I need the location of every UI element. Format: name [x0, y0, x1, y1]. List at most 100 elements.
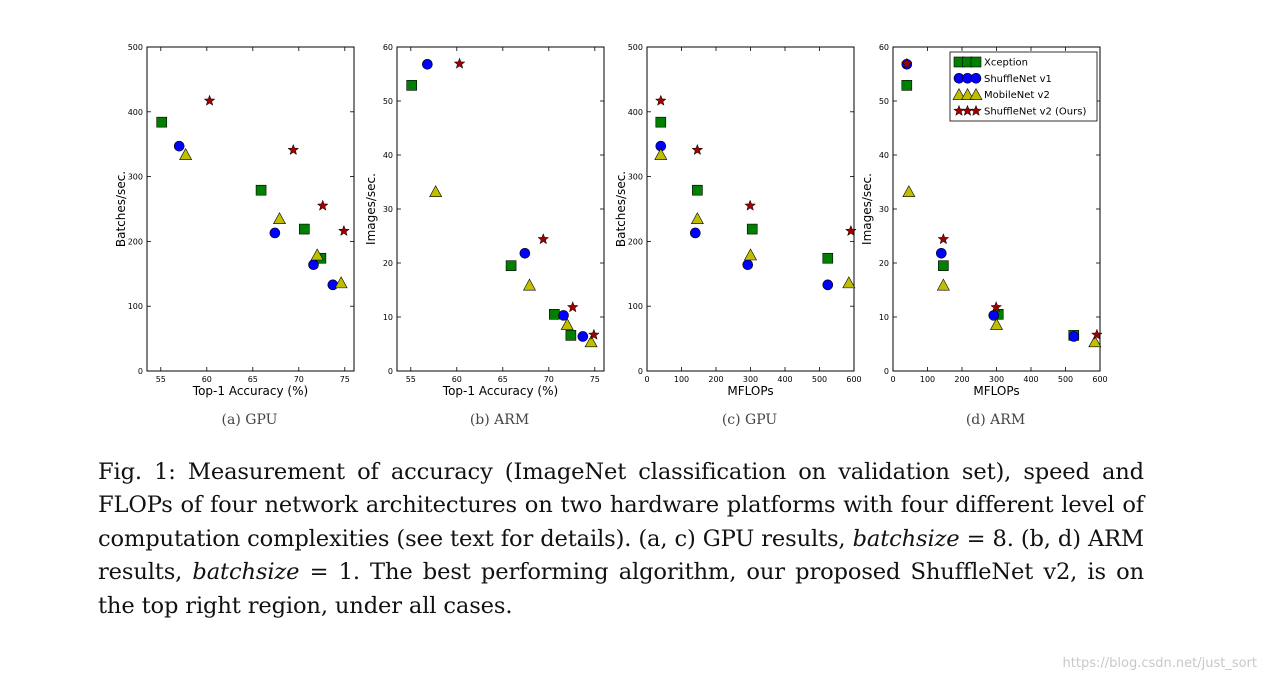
x-tick-label: 60	[202, 375, 212, 384]
legend-marker-triangle	[960, 87, 975, 100]
data-point-star	[937, 233, 950, 245]
y-tick-label: 10	[879, 313, 889, 322]
legend-marker-triangle	[952, 87, 966, 100]
data-point-star	[453, 57, 466, 69]
data-point-star	[990, 301, 1003, 313]
data-point-square	[692, 184, 703, 196]
y-tick-label: 300	[628, 173, 643, 182]
x-tick-label: 100	[674, 375, 689, 384]
y-tick-label: 0	[884, 367, 889, 376]
y-tick-label: 60	[879, 43, 889, 52]
y-tick-label: 20	[383, 259, 393, 268]
x-tick-label: 500	[1058, 375, 1073, 384]
x-tick-label: 65	[498, 375, 508, 384]
series-shufflenet-v1	[655, 140, 834, 291]
data-point-triangle	[654, 147, 668, 160]
chart-a: 55 60 65 70 75 0 100 200 300 400 500 Top-1 Accuracy…	[114, 43, 355, 428]
x-tick-label: 300	[989, 375, 1004, 384]
data-point-star	[587, 328, 600, 340]
data-point-triangle	[989, 317, 1004, 330]
data-point-triangle	[310, 248, 324, 261]
data-point-triangle	[1088, 335, 1102, 348]
x-tick-label: 0	[644, 375, 649, 384]
y-tick-label: 30	[383, 205, 393, 214]
x-tick-label: 500	[812, 375, 827, 384]
series-xception	[406, 80, 577, 341]
y-axis-label: Images/sec.	[860, 173, 874, 245]
plot-area	[646, 46, 855, 372]
data-point-star	[691, 143, 704, 156]
x-axis-label: Top-1 Accuracy (%)	[192, 384, 308, 398]
x-tick-label: 70	[294, 375, 304, 384]
watermark: https://blog.csdn.net/just_sort	[1062, 656, 1257, 671]
data-point-star	[1090, 328, 1103, 340]
data-point-triangle	[584, 335, 598, 348]
data-point-triangle	[334, 276, 348, 289]
y-tick-label: 100	[628, 302, 643, 311]
y-tick-label: 40	[383, 151, 393, 160]
series-shufflenet-v2-ours	[453, 57, 600, 340]
y-tick-label: 0	[388, 367, 393, 376]
figure-caption: Fig. 1: Measurement of accuracy (ImageNe…	[98, 456, 1144, 623]
subfigure-caption: (c) GPU	[722, 412, 778, 428]
x-axis-label: Top-1 Accuracy (%)	[442, 384, 558, 398]
data-point-triangle	[522, 278, 536, 291]
subfigure-caption: (d) ARM	[966, 412, 1025, 428]
legend-label: MobileNet v2	[984, 90, 1050, 101]
plot-area	[396, 46, 605, 372]
data-point-circle	[742, 259, 754, 271]
x-tick-label: 70	[544, 375, 554, 384]
series-xception	[655, 116, 834, 264]
data-point-star	[900, 57, 913, 69]
figure: 55 60 65 70 75 0 100 200 300 400 500 Top-1 Accuracy…	[114, 43, 1108, 428]
x-tick-label: 200	[708, 375, 723, 384]
x-tick-label: 55	[406, 375, 416, 384]
y-tick-label: 400	[628, 108, 643, 117]
x-tick-label: 400	[777, 375, 792, 384]
x-tick-label: 65	[248, 375, 258, 384]
legend-label: ShuffleNet v2 (Ours)	[984, 106, 1086, 117]
series-mobilenet-v2	[654, 147, 856, 289]
x-tick-label: 600	[846, 375, 861, 384]
y-tick-label: 100	[128, 302, 143, 311]
data-point-square	[938, 260, 949, 272]
data-point-square	[549, 308, 560, 320]
data-point-triangle	[429, 185, 443, 198]
data-point-square	[505, 260, 517, 272]
data-point-square	[655, 116, 667, 128]
y-tick-label: 10	[383, 313, 393, 322]
data-point-triangle	[936, 278, 950, 291]
y-tick-label: 300	[128, 173, 143, 182]
legend-marker-star	[970, 104, 982, 116]
data-point-star	[537, 233, 550, 245]
x-tick-label: 55	[156, 375, 166, 384]
series-shufflenet-v1	[422, 58, 589, 342]
data-point-circle	[988, 310, 1000, 321]
x-tick-label: 75	[340, 375, 350, 384]
data-point-circle	[689, 227, 701, 239]
data-point-triangle	[272, 212, 286, 225]
x-tick-label: 300	[743, 375, 758, 384]
legend: Xception ShuffleNet v1 MobileNet v2 Shuffle…	[949, 51, 1098, 122]
data-point-circle	[173, 140, 185, 152]
y-tick-label: 50	[383, 97, 393, 106]
data-point-triangle	[179, 147, 193, 160]
data-point-circle	[935, 247, 947, 259]
data-point-star	[337, 224, 350, 237]
y-axis-label: Batches/sec.	[614, 171, 628, 247]
data-point-star	[844, 224, 857, 237]
data-point-circle	[327, 279, 339, 291]
series-mobilenet-v2	[902, 185, 1102, 348]
data-point-star	[654, 94, 667, 106]
data-point-circle	[308, 259, 319, 271]
data-point-square	[746, 223, 758, 235]
data-point-triangle	[560, 317, 574, 330]
data-point-star	[566, 301, 579, 313]
chart-d: 0 100 200 300 400 500 600 0 10 20 30 40 50 60 MFLOPs Im…	[860, 43, 1108, 428]
series-shufflenet-v2-ours	[203, 94, 350, 237]
y-tick-label: 50	[879, 97, 889, 106]
y-tick-label: 30	[879, 205, 889, 214]
y-tick-label: 500	[128, 43, 143, 52]
data-point-star	[287, 143, 300, 156]
legend-marker-circle	[970, 73, 982, 84]
